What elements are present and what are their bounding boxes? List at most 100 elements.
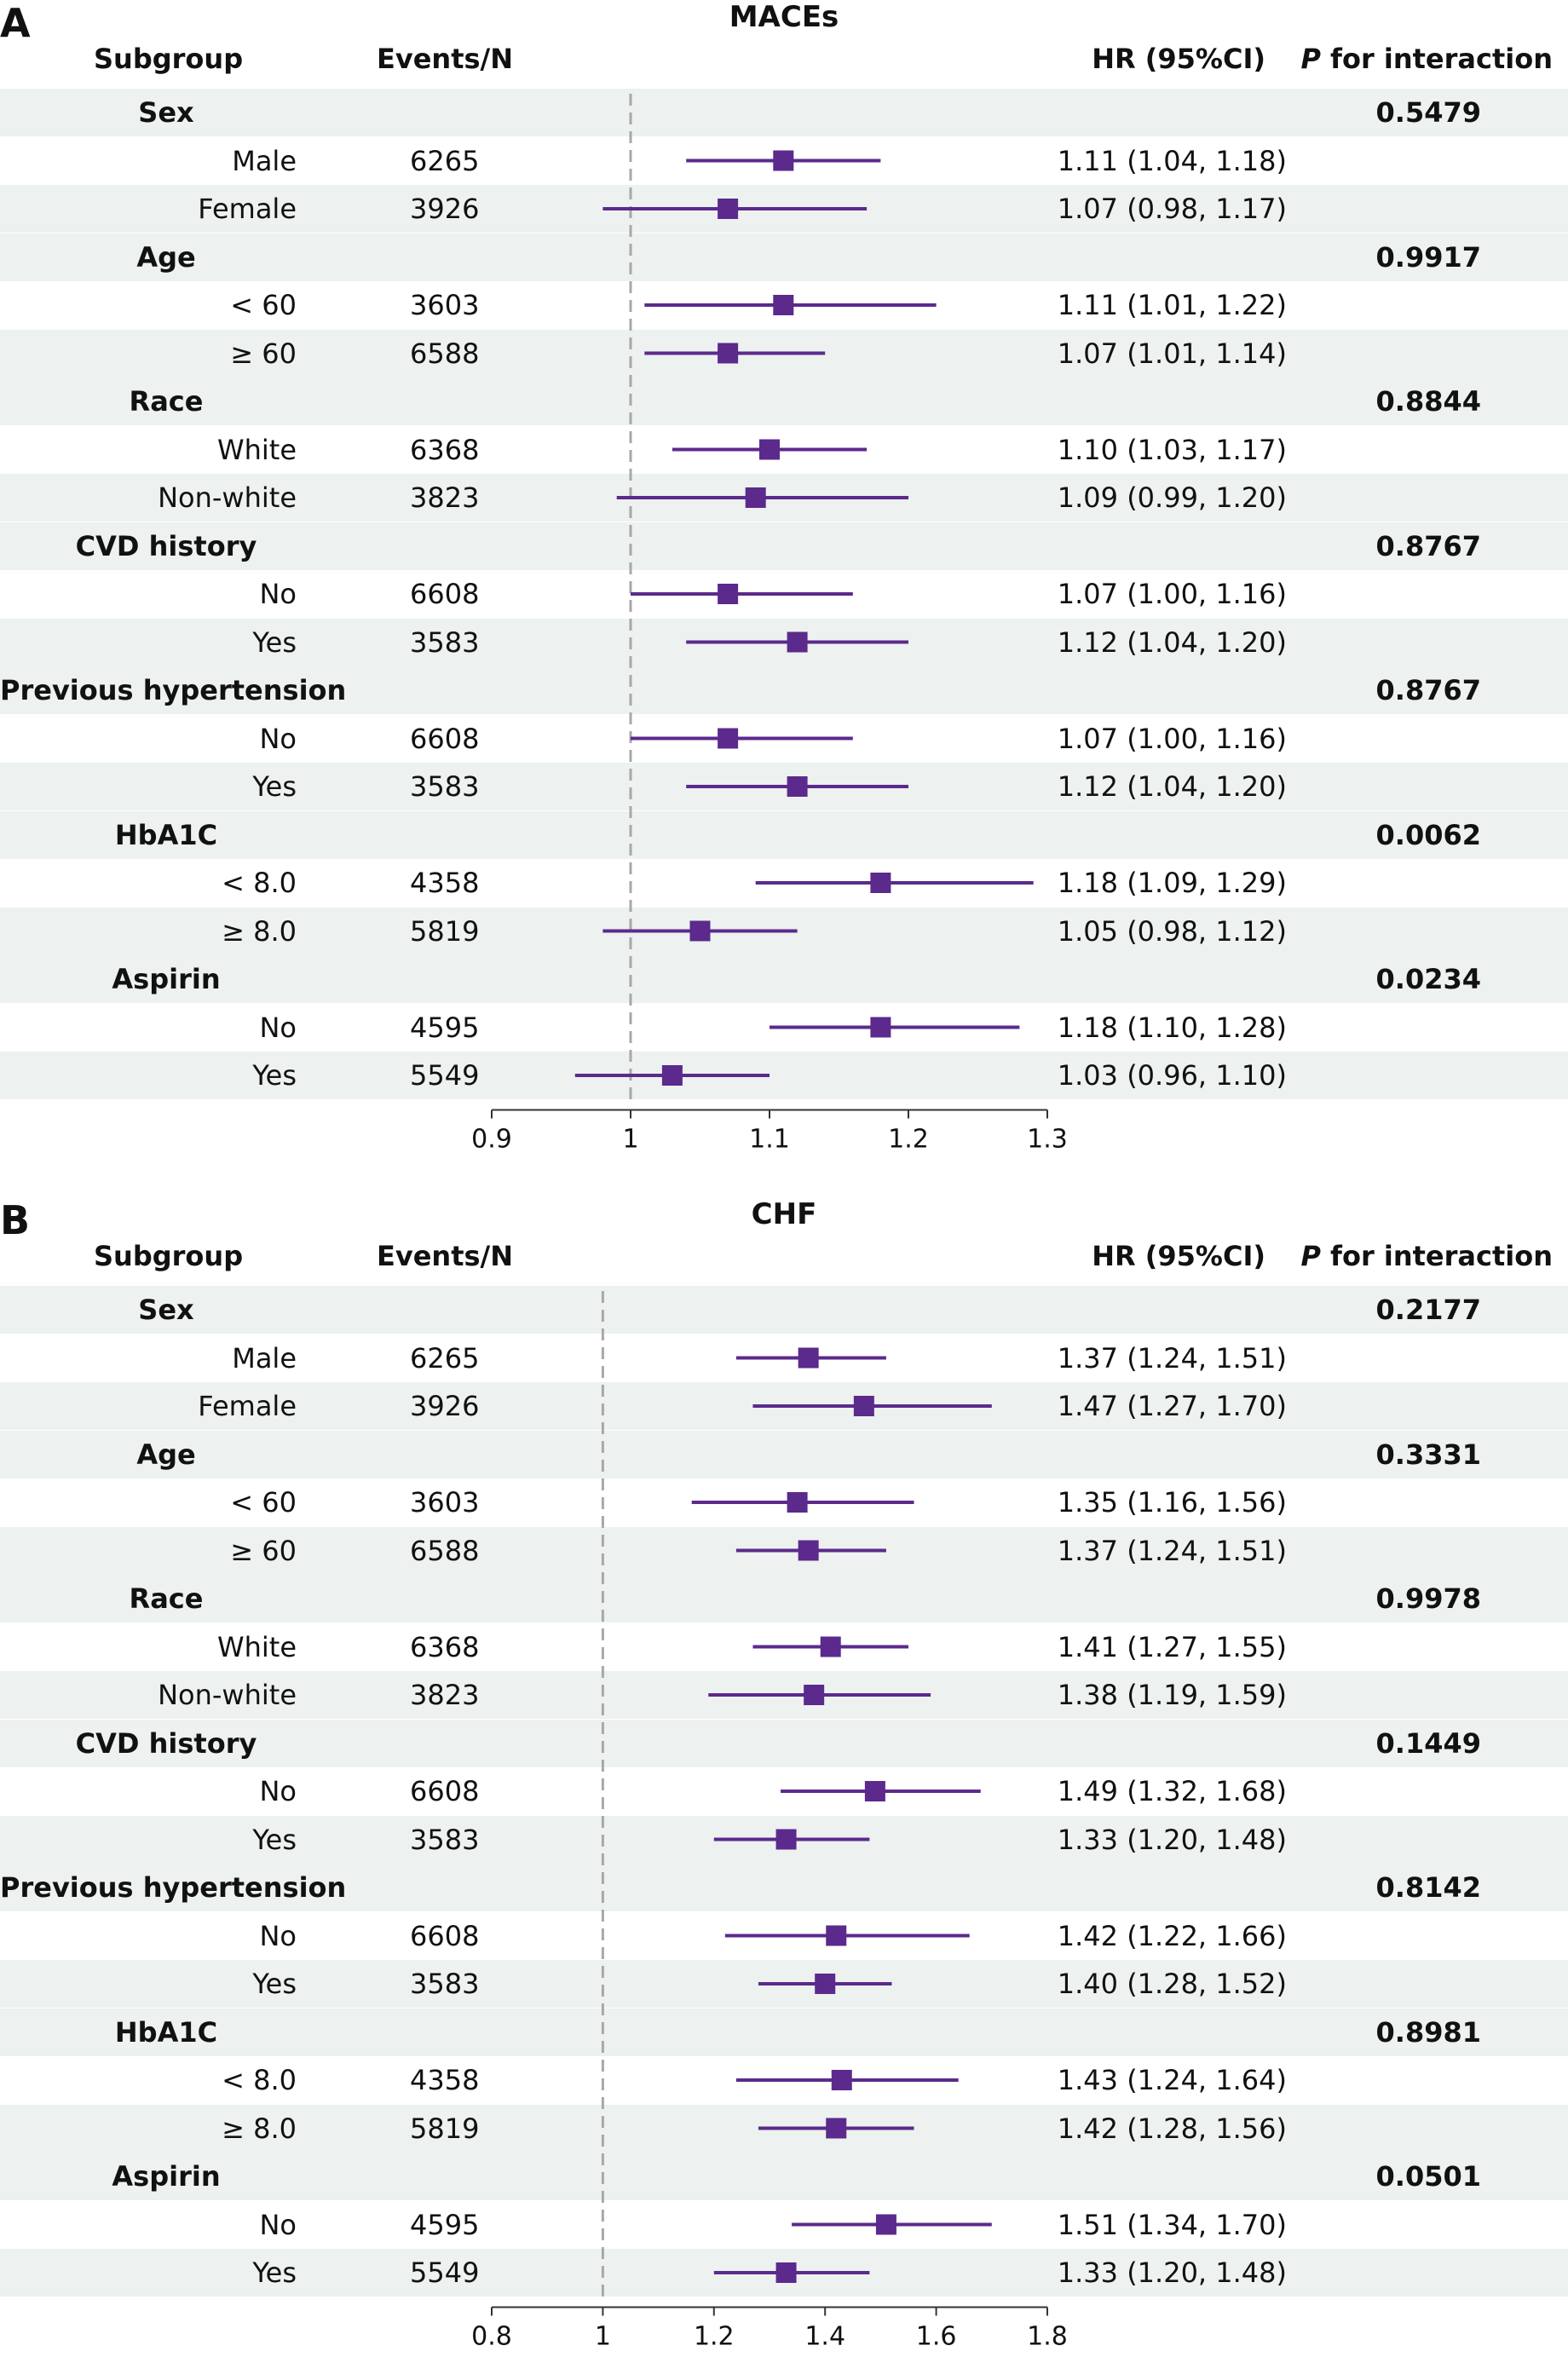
events-header: Events/N <box>377 43 514 75</box>
hr-header: HR (95%CI) <box>1092 43 1265 75</box>
subgroup-label: No <box>259 722 297 755</box>
subgroup-label: Male <box>232 144 297 177</box>
hr-ci-text: 1.18 (1.10, 1.28) <box>1057 1011 1287 1044</box>
events-value: 6588 <box>410 1534 480 1567</box>
hr-marker <box>815 1974 836 1994</box>
p-value: 0.0234 <box>1375 963 1481 995</box>
hr-marker <box>798 1347 819 1369</box>
events-value: 5819 <box>410 914 480 948</box>
hr-ci-text: 1.37 (1.24, 1.51) <box>1057 1341 1287 1375</box>
x-tick-label: 1.2 <box>888 1125 929 1155</box>
subgroup-label: No <box>259 1011 297 1044</box>
subgroup-label: Male <box>232 1341 297 1375</box>
hr-marker <box>853 1396 874 1416</box>
group-row: Sex 0.2177 <box>0 1286 1568 1334</box>
group-row: Age 0.9917 <box>0 233 1568 281</box>
hr-ci-text: 1.42 (1.28, 1.56) <box>1057 2112 1287 2145</box>
subgroup-label: Yes <box>252 770 297 803</box>
subgroup-row: No 6608 1.42 (1.22, 1.66) <box>0 1912 1568 1960</box>
panel-letter: B <box>0 1197 31 1243</box>
hr-marker <box>759 439 780 460</box>
x-tick-label: 0.9 <box>471 1125 512 1155</box>
subgroup-row: No 6608 1.49 (1.32, 1.68) <box>0 1767 1568 1815</box>
hr-marker <box>718 728 739 749</box>
subgroup-label: White <box>216 1630 297 1663</box>
events-header: Events/N <box>377 1240 514 1272</box>
subgroup-label: No <box>259 2208 297 2241</box>
group-label: Age <box>136 240 196 274</box>
events-value: 6608 <box>410 578 480 610</box>
hr-ci-text: 1.33 (1.20, 1.48) <box>1057 2256 1287 2289</box>
x-tick-label: 1.8 <box>1027 2322 1068 2352</box>
subgroup-label: Non-white <box>158 1679 297 1711</box>
hr-ci-text: 1.43 (1.24, 1.64) <box>1057 2064 1287 2096</box>
group-row: Age 0.3331 <box>0 1430 1568 1478</box>
p-value: 0.0062 <box>1375 818 1481 851</box>
hr-marker <box>831 2070 852 2090</box>
subgroup-label: ≥ 60 <box>230 1534 297 1567</box>
subgroup-row: No 6608 1.07 (1.00, 1.16) <box>0 715 1568 763</box>
group-row: Previous hypertension 0.8142 <box>0 1864 1568 1911</box>
subgroup-row: Male 6265 1.37 (1.24, 1.51) <box>0 1334 1568 1382</box>
hr-ci-text: 1.38 (1.19, 1.59) <box>1057 1679 1287 1711</box>
hr-marker <box>787 631 808 653</box>
events-value: 5819 <box>410 2112 480 2145</box>
hr-marker <box>661 1065 683 1086</box>
p-italic: P <box>1300 43 1321 75</box>
hr-ci-text: 1.41 (1.27, 1.55) <box>1057 1630 1287 1663</box>
hr-marker <box>875 2214 896 2235</box>
hr-ci-text: 1.37 (1.24, 1.51) <box>1057 1534 1287 1567</box>
events-value: 4358 <box>410 867 480 899</box>
subgroup-label: Non-white <box>158 481 297 514</box>
group-label: HbA1C <box>114 818 218 851</box>
subgroup-row: < 8.0 4358 1.18 (1.09, 1.29) <box>0 859 1568 907</box>
hr-marker <box>718 199 739 219</box>
hr-ci-text: 1.42 (1.22, 1.66) <box>1057 1919 1287 1952</box>
events-value: 3823 <box>410 1679 480 1711</box>
group-row: Race 0.8844 <box>0 378 1568 425</box>
events-value: 6608 <box>410 1775 480 1807</box>
hr-ci-text: 1.11 (1.01, 1.22) <box>1057 289 1287 321</box>
subgroup-label: Yes <box>252 1968 297 2000</box>
events-value: 4595 <box>410 1011 480 1044</box>
p-value: 0.1449 <box>1375 1726 1481 1760</box>
hr-ci-text: 1.07 (1.00, 1.16) <box>1057 722 1287 755</box>
hr-ci-text: 1.18 (1.09, 1.29) <box>1057 867 1287 899</box>
hr-marker <box>773 295 794 315</box>
hr-ci-text: 1.35 (1.16, 1.56) <box>1057 1486 1287 1519</box>
group-row: Aspirin 0.0501 <box>0 2153 1568 2200</box>
group-label: CVD history <box>75 529 257 562</box>
hr-ci-text: 1.51 (1.34, 1.70) <box>1057 2208 1287 2241</box>
p-value: 0.9978 <box>1375 1582 1481 1615</box>
events-value: 3603 <box>410 1486 480 1519</box>
hr-marker <box>870 1017 891 1038</box>
group-row: CVD history 0.1449 <box>0 1719 1568 1767</box>
x-tick-label: 1 <box>595 2322 611 2352</box>
group-row: HbA1C 0.0062 <box>0 810 1568 859</box>
subgroup-row: < 60 3603 1.35 (1.16, 1.56) <box>0 1478 1568 1526</box>
events-value: 6265 <box>410 144 480 177</box>
events-value: 3583 <box>410 1968 480 2000</box>
x-tick-label: 1.3 <box>1027 1125 1068 1155</box>
group-label: Aspirin <box>112 963 221 995</box>
forest-plot-svg: 0.9 1 1.1 1.2 1.3 <box>471 94 1068 1155</box>
hr-ci-text: 1.49 (1.32, 1.68) <box>1057 1775 1287 1807</box>
hr-marker <box>864 1781 885 1801</box>
subgroup-header: Subgroup <box>94 1240 244 1272</box>
subgroup-label: < 60 <box>230 1486 297 1519</box>
hr-ci-text: 1.12 (1.04, 1.20) <box>1057 625 1287 659</box>
subgroup-label: Yes <box>252 2256 297 2289</box>
group-label: Race <box>129 385 204 418</box>
events-value: 3603 <box>410 289 480 321</box>
hr-marker <box>718 343 739 364</box>
group-label: Previous hypertension <box>0 674 347 706</box>
subgroup-label: Female <box>198 1390 297 1422</box>
hr-marker <box>826 2118 847 2139</box>
x-tick-label: 1.4 <box>804 2322 845 2352</box>
forest-plot-svg: 0.8 1 1.2 1.4 1.6 1.8 <box>471 1291 1068 2352</box>
subgroup-label: ≥ 60 <box>230 337 297 370</box>
hr-ci-text: 1.09 (0.99, 1.20) <box>1057 481 1287 514</box>
subgroup-label: No <box>259 1775 297 1807</box>
hr-marker <box>689 920 711 942</box>
subgroup-row: Yes 5549 1.03 (0.96, 1.10) <box>0 1052 1568 1099</box>
